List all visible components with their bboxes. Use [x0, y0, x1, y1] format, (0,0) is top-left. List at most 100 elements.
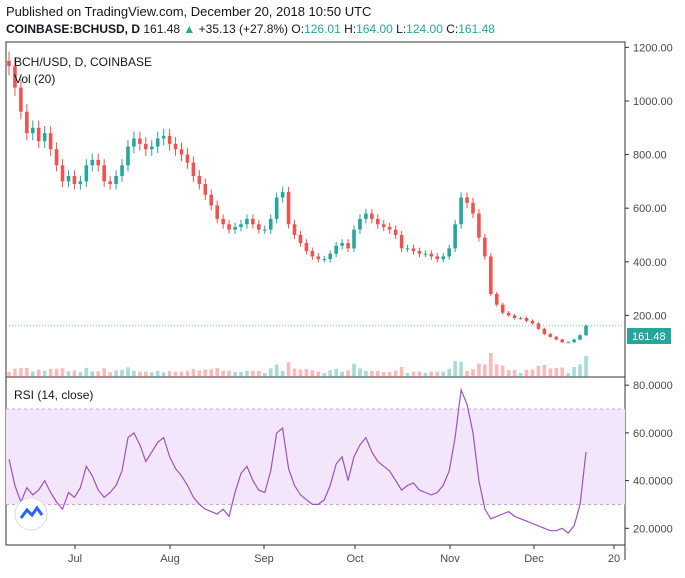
- candle-body: [429, 253, 434, 257]
- volume-bar: [203, 369, 208, 377]
- volume-bar: [84, 367, 89, 377]
- volume-bar: [500, 365, 505, 377]
- volume-bar: [304, 369, 309, 377]
- volume-bar: [316, 371, 321, 377]
- volume-bar: [423, 373, 428, 377]
- candle-body: [447, 248, 451, 257]
- candle-body: [108, 181, 112, 185]
- price-tick-label: 1200.00: [633, 42, 673, 54]
- candle-body: [494, 293, 499, 305]
- ohlc-header: COINBASE:BCHUSD, D 161.48 ▲ +35.13 (+27.…: [6, 22, 495, 36]
- candle-body: [465, 197, 469, 203]
- volume-bar: [489, 353, 493, 377]
- volume-bar: [352, 363, 356, 377]
- volume-bar: [221, 370, 225, 377]
- last-price-tag-label: 161.48: [632, 331, 666, 343]
- volume-bar: [506, 370, 511, 377]
- rsi-pane-title: RSI (14, close): [14, 388, 93, 402]
- open-label: O:: [291, 22, 305, 36]
- price-pane-title: BCH/USD, D, COINBASE: [14, 55, 152, 69]
- candle-body: [471, 202, 475, 214]
- volume-bar: [215, 368, 219, 377]
- volume-bar: [566, 373, 570, 377]
- candle-body: [500, 304, 505, 313]
- volume-bar: [149, 372, 154, 377]
- volume-bar: [114, 370, 118, 377]
- volume-bar: [554, 368, 559, 377]
- volume-bar: [48, 368, 53, 377]
- candle-body: [453, 224, 457, 249]
- volume-bar: [417, 371, 422, 377]
- candle-body: [566, 342, 570, 344]
- volume-bar: [251, 370, 255, 377]
- candle-body: [251, 218, 255, 225]
- candle-body: [197, 176, 202, 185]
- volume-bar: [370, 370, 374, 377]
- change-value: +35.13 (+27.8%): [198, 22, 289, 36]
- volume-bar: [239, 371, 243, 377]
- candle-body: [328, 253, 333, 260]
- candle-body: [66, 176, 71, 182]
- volume-bar: [25, 368, 29, 377]
- price-tick-label: 800.00: [633, 150, 667, 162]
- x-tick-label: Sep: [254, 553, 274, 565]
- volume-bar: [42, 370, 47, 377]
- candle-body: [102, 165, 106, 182]
- tradingview-logo-icon: [14, 497, 48, 531]
- price-candles: [7, 51, 588, 344]
- candle-body: [114, 176, 118, 185]
- candle-body: [572, 339, 576, 343]
- volume-bar: [161, 372, 166, 377]
- volume-bar: [197, 370, 202, 377]
- candle-body: [512, 315, 517, 319]
- candle-body: [245, 218, 249, 225]
- close-label: C:: [446, 22, 459, 36]
- candle-body: [352, 229, 356, 249]
- volume-bar: [132, 370, 136, 377]
- candle-body: [483, 237, 487, 257]
- price-tick-label: 600.00: [633, 203, 667, 215]
- volume-bar: [548, 368, 553, 377]
- volume-bar: [328, 370, 333, 377]
- volume-bar: [185, 370, 190, 377]
- volume-bar: [518, 373, 523, 377]
- volume-bar: [387, 371, 392, 377]
- volume-bar: [346, 370, 350, 377]
- volume-bar: [322, 373, 327, 377]
- candle-body: [257, 224, 261, 230]
- rsi-tick-label: 20.0000: [633, 523, 673, 535]
- candle-body: [36, 127, 41, 142]
- volume-label: Vol (20): [14, 72, 55, 86]
- candle-body: [334, 245, 338, 254]
- rsi-tick-label: 80.0000: [633, 380, 673, 392]
- volume-bar: [155, 370, 160, 377]
- candle-body: [477, 213, 481, 238]
- volume-bar: [90, 371, 95, 377]
- last-value: 161.48: [143, 22, 181, 36]
- candle-body: [42, 133, 47, 142]
- candle-body: [316, 256, 321, 260]
- volume-bar: [120, 369, 124, 377]
- candle-body: [120, 165, 124, 177]
- low-label: L:: [396, 22, 407, 36]
- volume-bar: [245, 370, 249, 377]
- candle-body: [19, 87, 23, 112]
- volume-bar: [274, 364, 279, 377]
- candle-body: [411, 248, 416, 252]
- volume-bar: [536, 365, 541, 377]
- candle-body: [203, 184, 208, 195]
- candle-body: [310, 251, 315, 257]
- volume-bar: [233, 371, 237, 377]
- volume-bar: [179, 371, 184, 377]
- volume-bar: [144, 371, 148, 377]
- candle-body: [227, 224, 231, 230]
- volume-bar: [227, 370, 231, 377]
- price-tick-label: 1000.00: [633, 96, 673, 108]
- candle-body: [274, 197, 279, 219]
- candle-body: [417, 251, 422, 254]
- candle-body: [524, 318, 529, 321]
- candle-body: [554, 336, 559, 340]
- candle-body: [90, 159, 95, 166]
- candle-body: [322, 259, 327, 261]
